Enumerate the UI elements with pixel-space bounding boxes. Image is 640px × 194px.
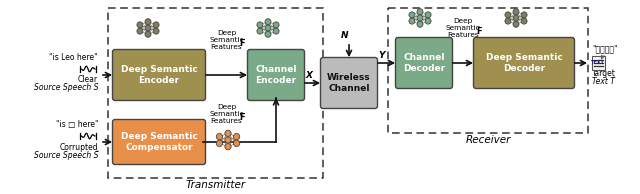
Circle shape [521, 12, 527, 18]
FancyBboxPatch shape [321, 57, 378, 108]
Circle shape [409, 12, 415, 18]
Circle shape [265, 19, 271, 25]
Circle shape [137, 22, 143, 28]
Circle shape [145, 25, 151, 31]
Circle shape [234, 133, 240, 140]
Circle shape [513, 15, 519, 21]
Text: "里奥在吗": "里奥在吗" [592, 44, 618, 54]
Text: Channel
Encoder: Channel Encoder [255, 65, 297, 85]
Circle shape [425, 12, 431, 18]
Circle shape [216, 133, 223, 140]
Circle shape [225, 137, 231, 143]
Circle shape [417, 9, 423, 15]
Circle shape [216, 140, 223, 146]
Text: Deep
Semantic
Features: Deep Semantic Features [209, 30, 244, 50]
Circle shape [417, 21, 423, 27]
Text: Deep Semantic
Compensator: Deep Semantic Compensator [120, 132, 197, 152]
Circle shape [505, 18, 511, 24]
Text: Clear: Clear [78, 75, 98, 85]
Circle shape [513, 21, 519, 27]
Text: Wireless
Channel: Wireless Channel [327, 73, 371, 93]
Circle shape [145, 31, 151, 37]
Text: Deep
Semantic
Features: Deep Semantic Features [209, 104, 244, 124]
Circle shape [521, 18, 527, 24]
Circle shape [145, 19, 151, 25]
FancyBboxPatch shape [113, 49, 205, 100]
Text: Target: Target [592, 69, 616, 79]
Text: Receiver: Receiver [465, 135, 511, 145]
Text: Y: Y [378, 51, 385, 60]
Circle shape [417, 15, 423, 21]
Text: F: F [240, 39, 245, 48]
Circle shape [257, 28, 263, 34]
Text: F̂: F̂ [476, 27, 482, 36]
Circle shape [153, 28, 159, 34]
Circle shape [225, 144, 231, 150]
Text: "is Leo here": "is Leo here" [49, 53, 98, 61]
Text: Text T̂: Text T̂ [592, 77, 615, 87]
Circle shape [425, 18, 431, 24]
Text: Deep Semantic
Decoder: Deep Semantic Decoder [486, 53, 563, 73]
FancyBboxPatch shape [113, 120, 205, 165]
Text: Corrupted: Corrupted [60, 143, 98, 152]
Circle shape [409, 18, 415, 24]
Circle shape [273, 22, 279, 28]
Text: Deep Semantic
Encoder: Deep Semantic Encoder [120, 65, 197, 85]
Text: Source Speech Ŝ: Source Speech Ŝ [33, 150, 98, 160]
Text: TEXT: TEXT [591, 61, 605, 66]
Circle shape [273, 28, 279, 34]
Text: N: N [341, 31, 349, 40]
Circle shape [137, 28, 143, 34]
Text: "is □ here": "is □ here" [56, 120, 98, 128]
Circle shape [257, 22, 263, 28]
Circle shape [265, 25, 271, 31]
Text: Source Speech S: Source Speech S [33, 83, 98, 93]
Text: Transmitter: Transmitter [186, 180, 246, 190]
FancyBboxPatch shape [396, 37, 452, 88]
Circle shape [234, 140, 240, 146]
FancyBboxPatch shape [591, 56, 605, 70]
Text: Deep
Semantic
Features: Deep Semantic Features [445, 18, 480, 38]
FancyBboxPatch shape [248, 49, 305, 100]
Circle shape [505, 12, 511, 18]
Circle shape [225, 130, 231, 137]
Circle shape [153, 22, 159, 28]
Text: F̅: F̅ [240, 113, 245, 122]
Circle shape [265, 31, 271, 37]
FancyBboxPatch shape [474, 37, 575, 88]
Text: Channel
Decoder: Channel Decoder [403, 53, 445, 73]
Text: X: X [305, 71, 312, 80]
Circle shape [513, 9, 519, 15]
